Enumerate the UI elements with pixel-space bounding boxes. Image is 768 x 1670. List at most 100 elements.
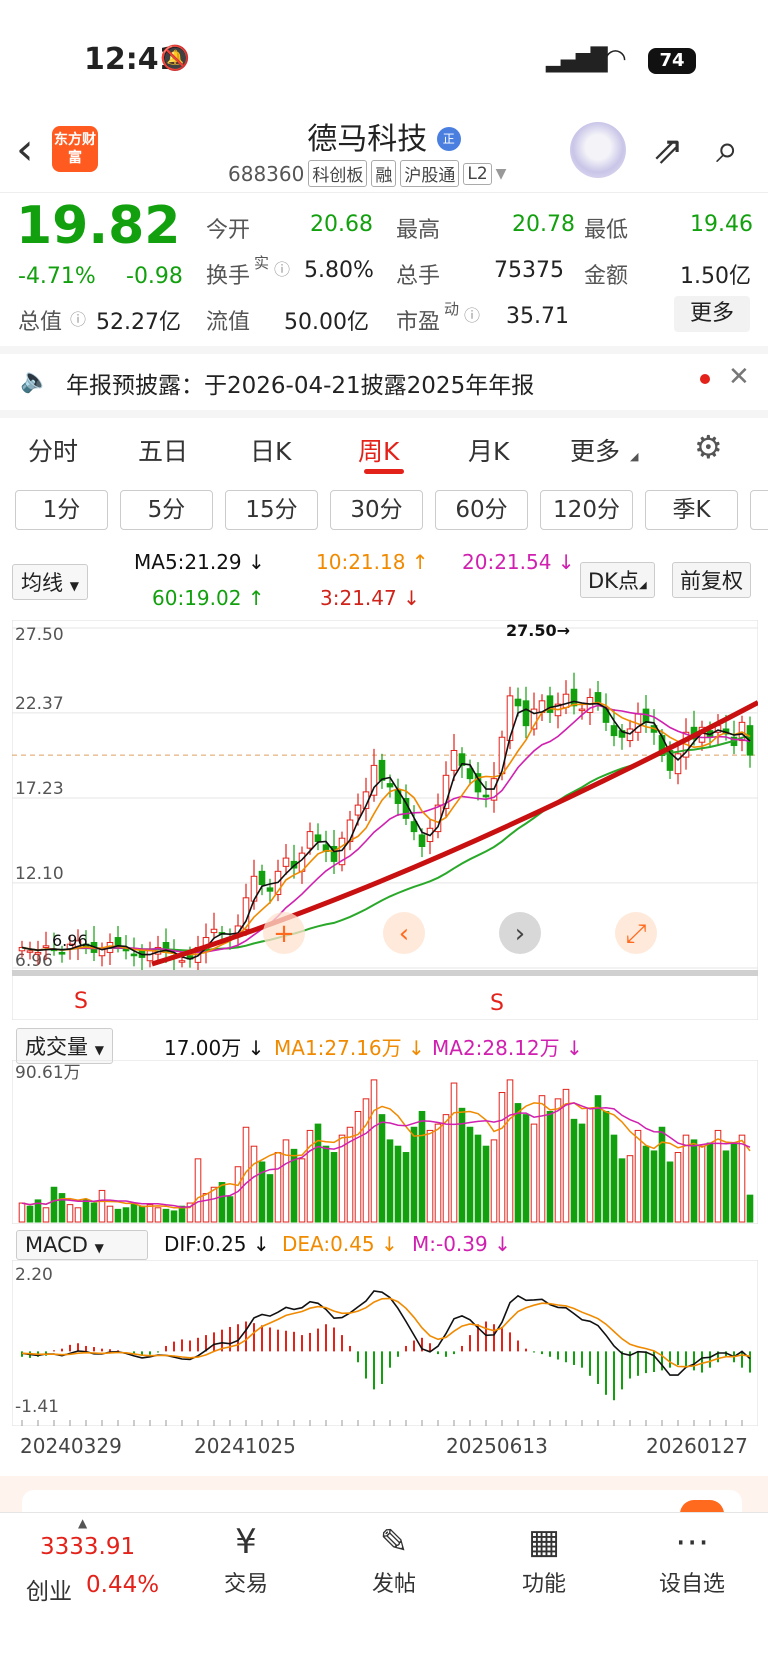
tag-kechuang: 科创板 [308, 160, 368, 187]
dk-label: DK点 [588, 569, 639, 593]
period-30min[interactable]: 30分 [330, 490, 423, 530]
nav-trade[interactable]: ¥ 交易 [196, 1522, 296, 1598]
volume-bar [306, 1129, 314, 1223]
volume-chart[interactable]: 90.61万 [12, 1060, 758, 1224]
volume-bar [698, 1145, 706, 1223]
tab-monthly[interactable]: 月K [468, 437, 510, 466]
period-120min[interactable]: 120分 [540, 490, 633, 530]
macd-chart[interactable]: 2.20 -1.41 [12, 1260, 758, 1426]
candle-body [306, 831, 314, 849]
mktcap-label: 总值 [18, 310, 63, 335]
candle-body [410, 821, 418, 833]
candle-body [26, 950, 34, 953]
volume-bar [298, 1158, 306, 1223]
app-logo[interactable]: 东方财富 [52, 126, 98, 172]
period-60min[interactable]: 60分 [435, 490, 528, 530]
tag-margin: 融 [371, 160, 397, 187]
forward-adjust-button[interactable]: 前复权 [672, 562, 751, 598]
dropdown-icon: ▼ [69, 579, 79, 593]
macd-tick-label: 2.20 [15, 1265, 53, 1285]
volume-value: 17.00万 ↓ [164, 1036, 265, 1060]
amount-label: 金额 [584, 264, 629, 289]
period-5min[interactable]: 5分 [120, 490, 213, 530]
back-icon[interactable]: ‹ [16, 124, 34, 175]
promo-card[interactable] [22, 1490, 742, 1512]
index-change[interactable]: 0.44% [86, 1572, 160, 1598]
macd-tick-label: -1.41 [15, 1397, 59, 1417]
ma20-value: 20:21.54 ↓ [462, 550, 575, 574]
candle-body [122, 948, 130, 952]
index-name[interactable]: 创业 [26, 1579, 72, 1605]
volume-bar [74, 1207, 82, 1223]
promo-badge[interactable] [680, 1500, 724, 1514]
indicator-select-macd[interactable]: MACD ▼ [16, 1230, 148, 1260]
dk-point-button[interactable]: DK点◢ [580, 562, 655, 598]
volume-bar [162, 1208, 170, 1223]
volume-bar [330, 1152, 338, 1223]
tab-more[interactable]: 更多 [570, 437, 621, 466]
chevron-right-icon-bg [499, 912, 541, 954]
expand-icon-bg [615, 912, 657, 954]
volume-bar [66, 1204, 74, 1223]
volume-bar [258, 1161, 266, 1223]
tab-five-day[interactable]: 五日 [138, 437, 189, 466]
turnover-value: 5.80% [304, 258, 374, 283]
period-15min[interactable]: 15分 [225, 490, 318, 530]
tab-weekly[interactable]: 周K [358, 437, 400, 466]
candlestick-chart[interactable]: 27.50 22.37 17.23 12.10 6.96 27.50→ 6.96 S S + ‹ › ⤢ [12, 620, 758, 1020]
volume-bar [642, 1145, 650, 1223]
indicator-select-ma[interactable]: 均线 ▼ [12, 564, 88, 600]
volume-bar [170, 1210, 178, 1223]
indicator-select-volume[interactable]: 成交量 ▼ [16, 1028, 113, 1064]
nav-post[interactable]: ✎ 发帖 [344, 1522, 444, 1598]
candle-body [458, 753, 466, 766]
gear-icon[interactable]: ⚙ [694, 428, 723, 466]
expand-up-icon[interactable]: ▲ [78, 1516, 88, 1530]
period-overflow[interactable] [750, 490, 768, 530]
share-icon[interactable]: ⇗ [652, 128, 684, 172]
macd-frame [12, 1260, 758, 1426]
info-icon[interactable]: ⓘ [70, 310, 87, 329]
notice-text[interactable]: 年报预披露：于2026-04-21披露2025年年报 [66, 373, 535, 399]
info-icon[interactable]: ⓘ [274, 260, 291, 279]
dropdown-icon: ▼ [94, 1043, 104, 1057]
low-value: 19.46 [690, 212, 753, 237]
title-wrapper: 德马科技 正 [0, 114, 768, 158]
assistant-avatar[interactable] [570, 122, 626, 178]
volume-bar [554, 1098, 562, 1223]
signal-icon: ▂▄▆█ [546, 48, 608, 73]
volume-bar [730, 1142, 738, 1223]
ma5-text: MA5:21.29 [134, 550, 242, 574]
index-value[interactable]: 3333.91 [40, 1534, 136, 1560]
close-icon[interactable]: ✕ [728, 362, 750, 392]
period-quarterly[interactable]: 季K [645, 490, 738, 530]
macd-dif-line [21, 1290, 751, 1376]
volume-bar [50, 1186, 58, 1223]
volume-bar [362, 1098, 370, 1223]
speaker-icon: 🔈 [20, 366, 50, 394]
search-icon[interactable]: ⌕ [716, 126, 739, 172]
period-1min[interactable]: 1分 [15, 490, 108, 530]
more-quote-button[interactable]: 更多 [674, 296, 750, 332]
volume-bar [178, 1205, 186, 1223]
nav-add-watchlist[interactable]: ⋯ 设自选 [642, 1522, 742, 1598]
mktcap-value: 52.27亿 [96, 310, 181, 335]
tab-intraday[interactable]: 分时 [28, 437, 79, 466]
trend-line [151, 700, 758, 967]
edit-icon: ✎ [379, 1522, 409, 1562]
tab-daily[interactable]: 日K [250, 437, 292, 466]
ma20-text: 20:21.54 [462, 550, 552, 574]
volume-bar [194, 1158, 202, 1223]
volume-bar [482, 1145, 490, 1223]
info-icon[interactable]: ⓘ [464, 306, 481, 325]
dropdown-icon: ▼ [94, 1241, 104, 1255]
mute-icon: 🔕 [160, 44, 190, 72]
sell-signal-label: S [490, 991, 504, 1016]
ma5-line [21, 700, 751, 960]
nav-functions[interactable]: ▦ 功能 [494, 1522, 594, 1598]
candle-body [42, 945, 50, 948]
stock-subtitle[interactable]: 688360 科创板 融 沪股通 L2 ▼ [228, 160, 506, 187]
macd-dea-line [21, 1297, 751, 1368]
volume-bar [650, 1150, 658, 1223]
candle-body [418, 834, 426, 848]
